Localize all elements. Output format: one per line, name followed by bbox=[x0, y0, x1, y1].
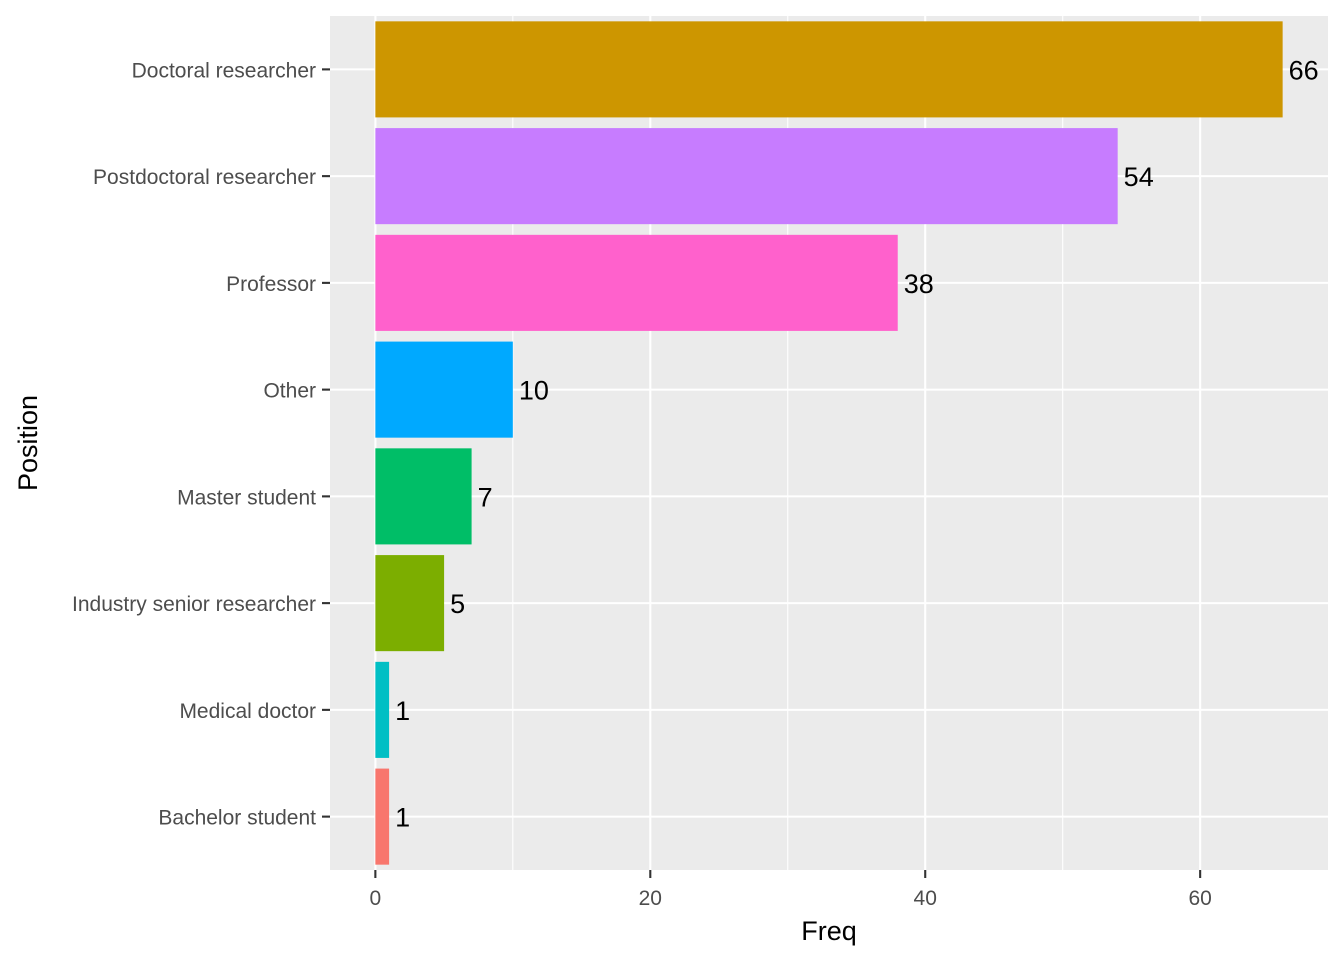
data-label: 5 bbox=[450, 589, 465, 619]
bar bbox=[375, 448, 472, 545]
x-axis: 0 20 40 60 bbox=[370, 870, 1212, 910]
x-axis-title: Freq bbox=[801, 916, 857, 946]
y-tick-label: Bachelor student bbox=[158, 807, 316, 830]
data-label: 1 bbox=[395, 696, 410, 726]
bar bbox=[375, 21, 1283, 118]
x-tick-label: 20 bbox=[639, 887, 662, 910]
data-label: 1 bbox=[395, 803, 410, 833]
data-label: 10 bbox=[519, 376, 549, 406]
bar bbox=[375, 555, 445, 652]
y-axis-title: Position bbox=[13, 395, 43, 491]
bar bbox=[375, 661, 390, 758]
data-label: 66 bbox=[1289, 55, 1319, 85]
y-tick-label: Industry senior researcher bbox=[72, 593, 316, 616]
data-label: 38 bbox=[904, 269, 934, 299]
bar bbox=[375, 234, 898, 331]
x-tick-label: 0 bbox=[370, 887, 382, 910]
y-tick-label: Other bbox=[263, 380, 316, 403]
data-labels: 1 1 5 7 10 38 54 66 bbox=[395, 55, 1319, 832]
y-axis: Bachelor student Medical doctor Industry s… bbox=[72, 59, 330, 830]
bars bbox=[375, 21, 1283, 865]
x-tick-label: 60 bbox=[1188, 887, 1211, 910]
y-tick-label: Medical doctor bbox=[179, 700, 316, 723]
bar bbox=[375, 341, 513, 438]
y-tick-label: Professor bbox=[226, 273, 316, 296]
x-tick-label: 40 bbox=[914, 887, 937, 910]
data-label: 54 bbox=[1124, 162, 1154, 192]
y-tick-label: Postdoctoral researcher bbox=[93, 166, 316, 189]
y-tick-label: Master student bbox=[177, 486, 316, 509]
y-tick-label: Doctoral researcher bbox=[132, 59, 316, 82]
bar bbox=[375, 768, 390, 865]
data-label: 7 bbox=[478, 482, 493, 512]
bar bbox=[375, 128, 1118, 225]
